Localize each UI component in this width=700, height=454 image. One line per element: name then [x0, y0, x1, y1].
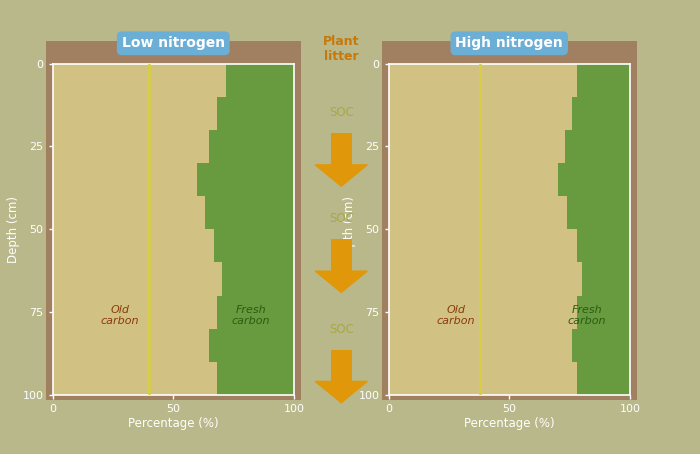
- Bar: [577, 229, 630, 262]
- Text: SOC: SOC: [329, 323, 354, 336]
- Bar: [204, 196, 294, 229]
- Text: Old
carbon: Old carbon: [437, 305, 475, 326]
- Polygon shape: [315, 381, 368, 403]
- Bar: [221, 262, 294, 296]
- Text: Fresh
carbon: Fresh carbon: [567, 305, 606, 326]
- Polygon shape: [315, 165, 368, 186]
- Bar: [331, 350, 351, 381]
- Bar: [217, 296, 294, 329]
- Bar: [209, 130, 294, 163]
- Bar: [331, 239, 351, 271]
- Text: Plant
litter: Plant litter: [323, 35, 360, 63]
- Bar: [577, 64, 630, 97]
- Bar: [577, 296, 630, 329]
- Bar: [577, 362, 630, 395]
- Bar: [197, 163, 294, 196]
- Text: High nitrogen: High nitrogen: [456, 36, 563, 50]
- Y-axis label: Depth (cm): Depth (cm): [343, 196, 356, 263]
- Bar: [331, 133, 351, 165]
- Bar: [565, 130, 630, 163]
- Bar: [572, 329, 630, 362]
- Bar: [582, 262, 630, 296]
- X-axis label: Percentage (%): Percentage (%): [464, 417, 554, 430]
- Text: Low nitrogen: Low nitrogen: [122, 36, 225, 50]
- Text: Fresh
carbon: Fresh carbon: [231, 305, 270, 326]
- Text: SOC: SOC: [329, 106, 354, 119]
- Bar: [558, 163, 630, 196]
- Bar: [217, 362, 294, 395]
- Bar: [209, 329, 294, 362]
- Bar: [217, 97, 294, 130]
- Polygon shape: [315, 271, 368, 292]
- Bar: [572, 97, 630, 130]
- Text: SOC: SOC: [329, 212, 354, 225]
- X-axis label: Percentage (%): Percentage (%): [128, 417, 218, 430]
- Text: Old
carbon: Old carbon: [101, 305, 139, 326]
- Bar: [226, 64, 294, 97]
- Bar: [567, 196, 630, 229]
- Y-axis label: Depth (cm): Depth (cm): [7, 196, 20, 263]
- Bar: [214, 229, 294, 262]
